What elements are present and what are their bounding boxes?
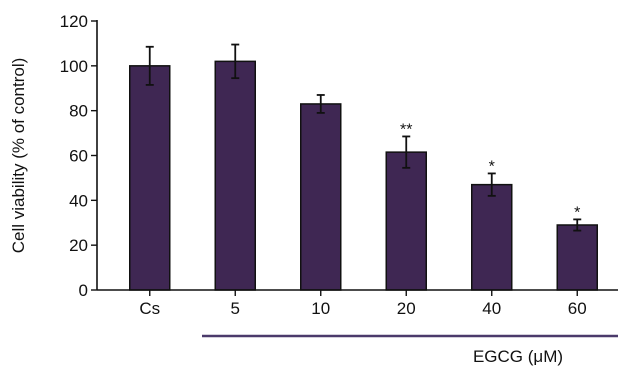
bar bbox=[214, 60, 256, 291]
significance-marker: * bbox=[574, 204, 580, 221]
y-tick-label: 80 bbox=[69, 102, 88, 121]
x-tick-label: 40 bbox=[482, 299, 501, 318]
x-tick-label: 5 bbox=[231, 299, 240, 318]
x-tick-label: Cs bbox=[139, 299, 160, 318]
y-tick-label: 0 bbox=[79, 281, 88, 300]
error-bars bbox=[145, 43, 582, 232]
y-axis: 0 20 40 60 80 100 120 bbox=[60, 12, 98, 300]
significance-marker: ** bbox=[400, 121, 412, 138]
x-tick-label: 20 bbox=[397, 299, 416, 318]
y-tick-label: 20 bbox=[69, 236, 88, 255]
x-tick-label: 60 bbox=[568, 299, 587, 318]
bar bbox=[385, 151, 427, 291]
bars bbox=[129, 60, 598, 291]
y-axis-title: Cell viability (% of control) bbox=[9, 58, 28, 254]
x-tick-label: 10 bbox=[311, 299, 330, 318]
bar bbox=[556, 224, 598, 291]
x-axis: Cs 5 10 20 40 60 bbox=[97, 289, 618, 318]
bar bbox=[471, 183, 513, 291]
significance-markers: **** bbox=[400, 121, 580, 221]
y-tick-label: 100 bbox=[60, 57, 88, 76]
egcg-group-label: EGCG (μM) bbox=[473, 347, 563, 366]
significance-marker: * bbox=[489, 158, 495, 175]
bar bbox=[129, 65, 171, 291]
y-tick-label: 120 bbox=[60, 12, 88, 31]
y-tick-label: 40 bbox=[69, 191, 88, 210]
y-tick-label: 60 bbox=[69, 147, 88, 166]
bar bbox=[300, 103, 342, 291]
